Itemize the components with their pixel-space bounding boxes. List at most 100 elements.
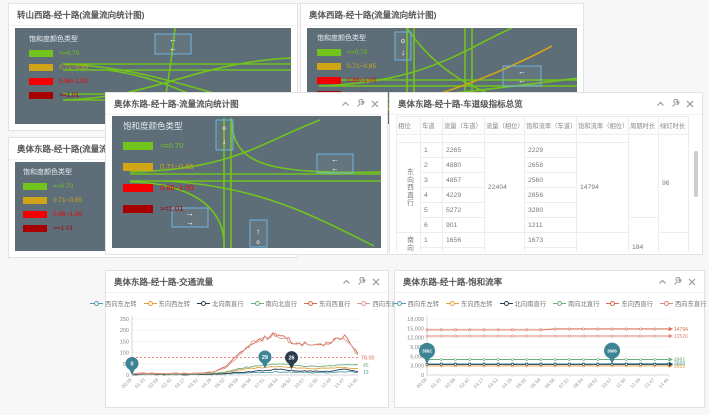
close-icon[interactable] xyxy=(371,100,379,108)
legend-label: 0.86~1.00 xyxy=(160,183,194,192)
svg-text:01:33: 01:33 xyxy=(430,377,443,390)
legend-item: >=1.01 xyxy=(23,225,82,232)
cell xyxy=(484,232,525,252)
legend-swatch xyxy=(317,77,341,84)
saturation-legend-title: 饱和度颜色类型 xyxy=(29,36,78,43)
svg-text:200: 200 xyxy=(120,328,129,334)
series-name: 东向西左转 xyxy=(158,301,191,308)
panel-title: 奥体东路-经十路-流量流向统计图 xyxy=(114,98,239,109)
legend-label: <=0.70 xyxy=(160,141,184,150)
series-name: 东向西直行 xyxy=(621,301,653,308)
panel-title: 奥体西路-经十路(流量流向统计图) xyxy=(309,9,437,20)
flow-direction-box[interactable]: o ↓ xyxy=(394,31,412,61)
svg-text:03:17: 03:17 xyxy=(473,377,486,390)
panel-header[interactable]: 奥体东路-经十路-流量流向统计图 xyxy=(106,93,387,115)
chart-legend-item[interactable]: 西向东左转 xyxy=(90,299,137,308)
intersection-diagram: o ↓ ← ← → → ↑ o xyxy=(129,117,381,248)
cell: 2 xyxy=(420,157,443,173)
chart-legend-item[interactable]: 东向西左转 xyxy=(143,299,191,308)
chart-legend-item[interactable]: 东向西直行 xyxy=(606,299,653,308)
chart-legend-item[interactable]: 南向北直行 xyxy=(553,299,599,308)
flow-direction-box[interactable]: ← ← xyxy=(316,153,354,174)
svg-text:45: 45 xyxy=(363,363,369,369)
col-header: 周期时长 xyxy=(628,116,659,135)
settings-wrench-icon[interactable] xyxy=(673,277,682,286)
collapse-icon[interactable] xyxy=(658,278,667,286)
series-name: 东向西直行 xyxy=(318,301,351,308)
chart-legend-item[interactable]: 南向北直行 xyxy=(250,299,297,308)
legend-label: >=1.01 xyxy=(160,204,184,213)
collapse-icon[interactable] xyxy=(656,100,665,108)
svg-text:→: → xyxy=(186,209,194,218)
flow-direction-box[interactable]: ← ← xyxy=(502,65,542,87)
chart-legend-item[interactable]: 北向南直行 xyxy=(499,299,546,308)
svg-text:03:17: 03:17 xyxy=(174,377,187,390)
close-icon[interactable] xyxy=(688,278,696,286)
lane-metrics-table-wrap[interactable]: 相位 车道 流量（车道） 流量（相位） 饱和流率（车道） 饱和流率（相位） 周期… xyxy=(396,116,689,252)
legend-label: 0.86~1.00 xyxy=(53,211,83,218)
svg-text:2932: 2932 xyxy=(674,364,685,370)
table-scrollbar[interactable] xyxy=(694,151,698,197)
series-marker-icon xyxy=(446,300,460,307)
series-name: 西向东直行 xyxy=(674,301,707,308)
svg-text:01:33: 01:33 xyxy=(134,377,147,390)
traffic-volume-chart[interactable]: 05010015020025000:0801:3302:0802:4203:17… xyxy=(108,311,386,408)
settings-wrench-icon[interactable] xyxy=(357,277,366,286)
flow-direction-box[interactable]: → → xyxy=(171,207,209,228)
svg-text:o: o xyxy=(401,38,405,45)
panel-title: 奥体东路-经十路(流量流向统计图) xyxy=(17,143,145,154)
series-marker-icon xyxy=(250,300,264,307)
panel-header[interactable]: 奥体东路-经十路-饱和流率 xyxy=(395,271,704,293)
cell: 4880 xyxy=(442,157,485,173)
svg-text:250: 250 xyxy=(120,317,129,323)
svg-text:0: 0 xyxy=(130,361,133,367)
svg-text:78.00: 78.00 xyxy=(361,356,375,362)
cell: 3280 xyxy=(524,202,577,218)
close-icon[interactable] xyxy=(686,100,694,108)
cell xyxy=(484,134,525,143)
lane-metrics-table: 相位 车道 流量（车道） 流量（相位） 饱和流率（车道） 饱和流率（相位） 周期… xyxy=(396,116,689,252)
svg-text:↓: ↓ xyxy=(222,137,226,146)
svg-text:0: 0 xyxy=(421,373,424,379)
panel-saturation-rate-chart: 奥体东路-经十路-饱和流率 西向东左转 东向西左转 北向南直行 南向北直行 东向西直行 西… xyxy=(392,270,706,408)
cell: 1 xyxy=(420,232,443,248)
cell-sat-phase: 14794 xyxy=(576,142,629,233)
panel-header[interactable]: 奥体东路-经十路-车道级指标总览 xyxy=(390,93,702,115)
svg-text:150: 150 xyxy=(120,339,129,345)
flow-direction-box[interactable]: o ↓ xyxy=(215,119,234,151)
panel-header[interactable]: 转山西路-经十路(流量流向统计图) xyxy=(9,4,297,26)
chart-legend-item[interactable]: 北向南直行 xyxy=(197,299,244,308)
svg-text:12526: 12526 xyxy=(674,334,688,340)
legend-label: <=0.70 xyxy=(53,183,74,190)
series-name: 南向北直行 xyxy=(265,301,297,308)
chart-legend-item[interactable]: 西向东直行 xyxy=(357,299,404,308)
flow-direction-box[interactable]: ← ← xyxy=(154,33,192,55)
legend-label: >=1.01 xyxy=(59,92,80,99)
svg-text:05:58: 05:58 xyxy=(530,377,543,390)
chart-legend-item[interactable]: 东向西左转 xyxy=(446,299,493,308)
chart-legend: 西向东左转 东向西左转 北向南直行 南向北直行 东向西直行 西向东直行 xyxy=(90,296,404,311)
chart-legend-item[interactable]: 西向东直行 xyxy=(659,299,707,308)
collapse-icon[interactable] xyxy=(341,100,350,108)
legend-label: <=0.70 xyxy=(347,49,368,56)
col-header: 饱和流率（相位） xyxy=(576,116,629,135)
cell: 3 xyxy=(420,172,443,188)
table-header-row: 相位 车道 流量（车道） 流量（相位） 饱和流率（车道） 饱和流率（相位） 周期… xyxy=(396,116,689,135)
panel-header[interactable]: 奥体东路-经十路-交通流量 xyxy=(106,271,388,293)
svg-text:↓: ↓ xyxy=(401,48,405,57)
svg-text:9,000: 9,000 xyxy=(410,345,424,351)
settings-wrench-icon[interactable] xyxy=(671,99,680,108)
chart-legend-item[interactable]: 东向西直行 xyxy=(303,299,351,308)
legend-item: 0.86~1.00 xyxy=(29,78,88,85)
close-icon[interactable] xyxy=(372,278,380,286)
svg-text:04:26: 04:26 xyxy=(501,377,514,390)
chart-legend-item[interactable]: 西向东左转 xyxy=(392,299,439,308)
flow-direction-box[interactable]: ↑ o xyxy=(249,219,268,248)
settings-wrench-icon[interactable] xyxy=(356,99,365,108)
chart-body: 西向东左转 东向西左转 北向南直行 南向北直行 东向西直行 西向东直行 0 3,000 6,0… xyxy=(392,294,706,408)
collapse-icon[interactable] xyxy=(342,278,351,286)
panel-header[interactable]: 奥体西路-经十路(流量流向统计图) xyxy=(301,4,583,26)
panel-title: 转山西路-经十路(流量流向统计图) xyxy=(17,9,145,20)
legend-item: <=0.70 xyxy=(317,49,376,56)
